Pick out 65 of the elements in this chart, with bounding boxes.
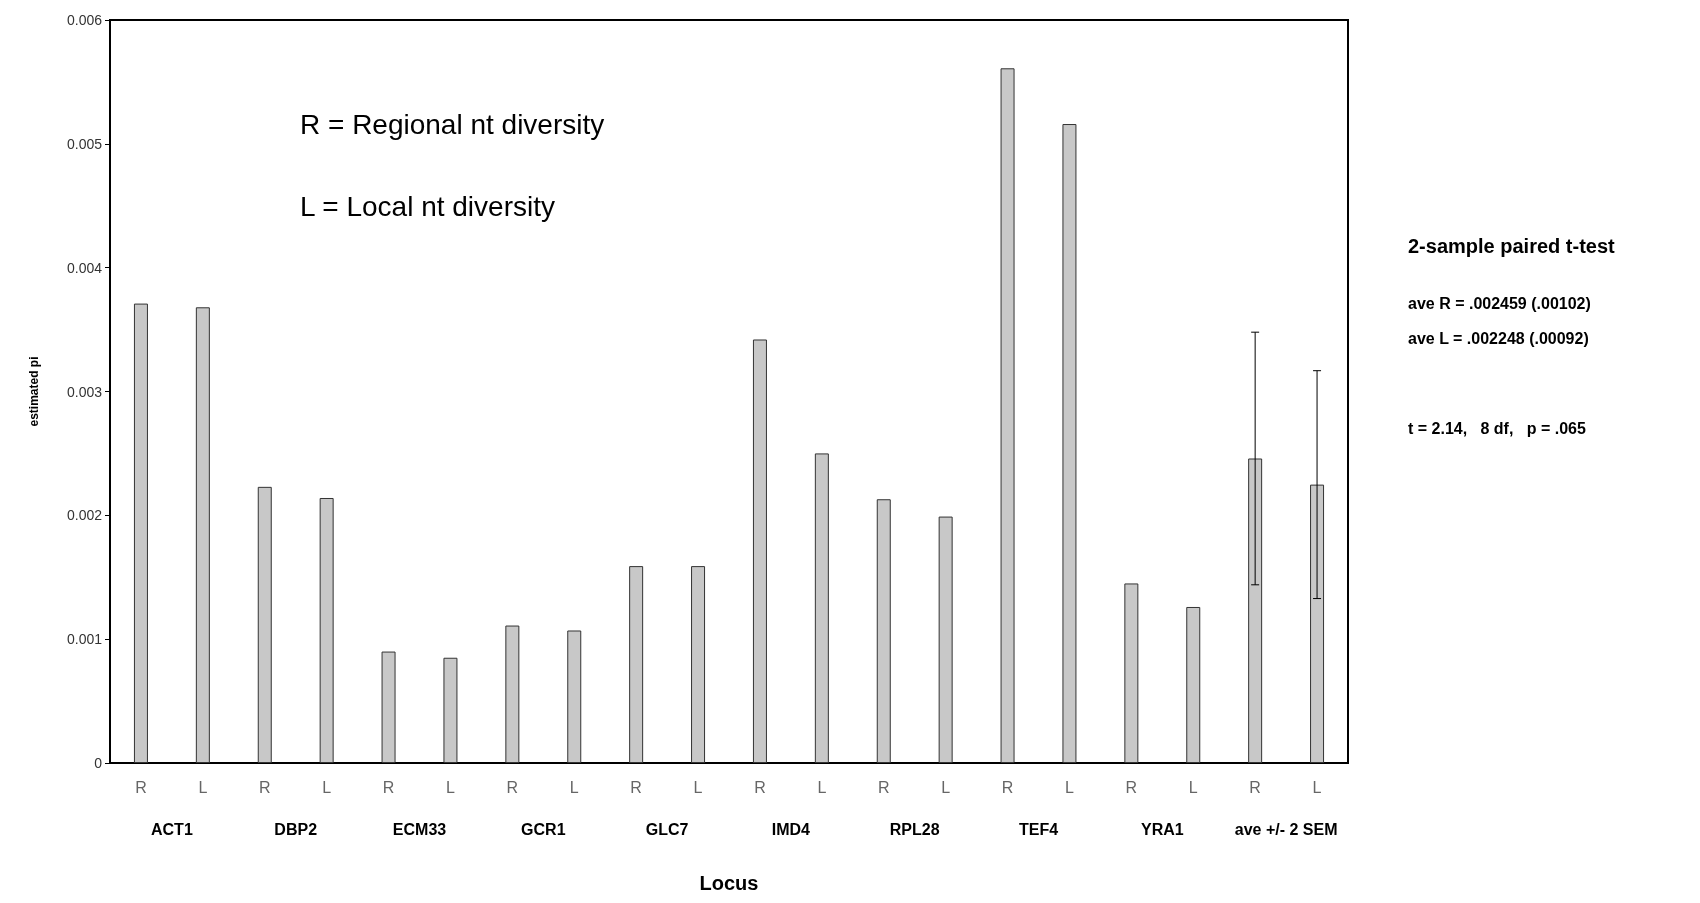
x-tick-label: L bbox=[446, 778, 455, 796]
text: ave R = .002459 (.00102) bbox=[1408, 294, 1591, 312]
bar bbox=[443, 657, 458, 763]
bar bbox=[752, 339, 767, 763]
y-tick-label: 0.003 bbox=[66, 383, 103, 400]
text: t = 2.14, 8 df, p = .065 bbox=[1408, 419, 1586, 437]
x-tick-label: L bbox=[941, 778, 951, 796]
x-tick-label: R bbox=[382, 778, 395, 796]
bar bbox=[257, 486, 272, 763]
bar bbox=[381, 651, 396, 763]
x-tick-label: R bbox=[1249, 778, 1261, 796]
bar bbox=[1310, 484, 1325, 763]
bar bbox=[319, 498, 334, 763]
x-axis-title: Locus bbox=[699, 872, 759, 894]
text: TEF4 bbox=[1018, 820, 1059, 838]
bar bbox=[1248, 458, 1263, 763]
y-tick-label: 0.002 bbox=[66, 507, 103, 524]
x-tick-label: L bbox=[569, 778, 579, 796]
x-tick-label: L bbox=[1188, 778, 1198, 796]
text: 2-sample paired t-test bbox=[1408, 235, 1616, 257]
y-axis-title: estimated pi bbox=[27, 356, 41, 427]
text: RPL28 bbox=[889, 820, 940, 838]
y-tick-label: 0.005 bbox=[66, 135, 103, 152]
x-tick-label: L bbox=[198, 778, 208, 796]
x-tick-label: R bbox=[877, 778, 890, 796]
x-tick-label: R bbox=[754, 778, 766, 796]
x-tick-label: R bbox=[258, 778, 271, 796]
bar bbox=[195, 307, 210, 763]
text: GLC7 bbox=[645, 820, 689, 838]
bar bbox=[938, 516, 953, 763]
x-tick-label: R bbox=[506, 778, 519, 796]
annotation: L = Local nt diversity bbox=[300, 190, 555, 222]
bar bbox=[629, 566, 644, 763]
bar bbox=[691, 566, 706, 763]
bar bbox=[1062, 124, 1077, 763]
text: ave +/- 2 SEM bbox=[1234, 820, 1338, 838]
text: ave L = .002248 (.00092) bbox=[1408, 329, 1589, 347]
y-tick-label: 0.004 bbox=[66, 259, 103, 276]
x-tick-label: L bbox=[1065, 778, 1074, 796]
bar bbox=[876, 499, 891, 763]
x-tick-label: R bbox=[135, 778, 147, 796]
text: GCR1 bbox=[521, 820, 566, 838]
x-tick-label: R bbox=[1001, 778, 1014, 796]
annotation: R = Regional nt diversity bbox=[300, 108, 605, 140]
x-tick-label: L bbox=[817, 778, 827, 796]
bar bbox=[505, 625, 520, 763]
x-tick-label: L bbox=[322, 778, 332, 796]
text: IMD4 bbox=[771, 820, 811, 838]
bar bbox=[1186, 606, 1201, 763]
bar bbox=[567, 630, 582, 763]
bar bbox=[1000, 68, 1015, 763]
y-tick-label: 0.001 bbox=[66, 631, 103, 648]
y-tick-label: 0 bbox=[94, 755, 103, 771]
x-tick-label: R bbox=[1125, 778, 1138, 796]
text: ECM33 bbox=[392, 820, 447, 838]
bar bbox=[133, 303, 148, 763]
bar bbox=[1124, 583, 1139, 763]
text: DBP2 bbox=[274, 820, 318, 838]
x-tick-label: R bbox=[630, 778, 642, 796]
y-tick-label: 0.006 bbox=[66, 12, 103, 28]
bar bbox=[814, 453, 829, 763]
x-tick-label: L bbox=[693, 778, 703, 796]
text: ACT1 bbox=[151, 820, 193, 838]
x-tick-label: L bbox=[1312, 778, 1322, 796]
text: YRA1 bbox=[1140, 820, 1184, 838]
